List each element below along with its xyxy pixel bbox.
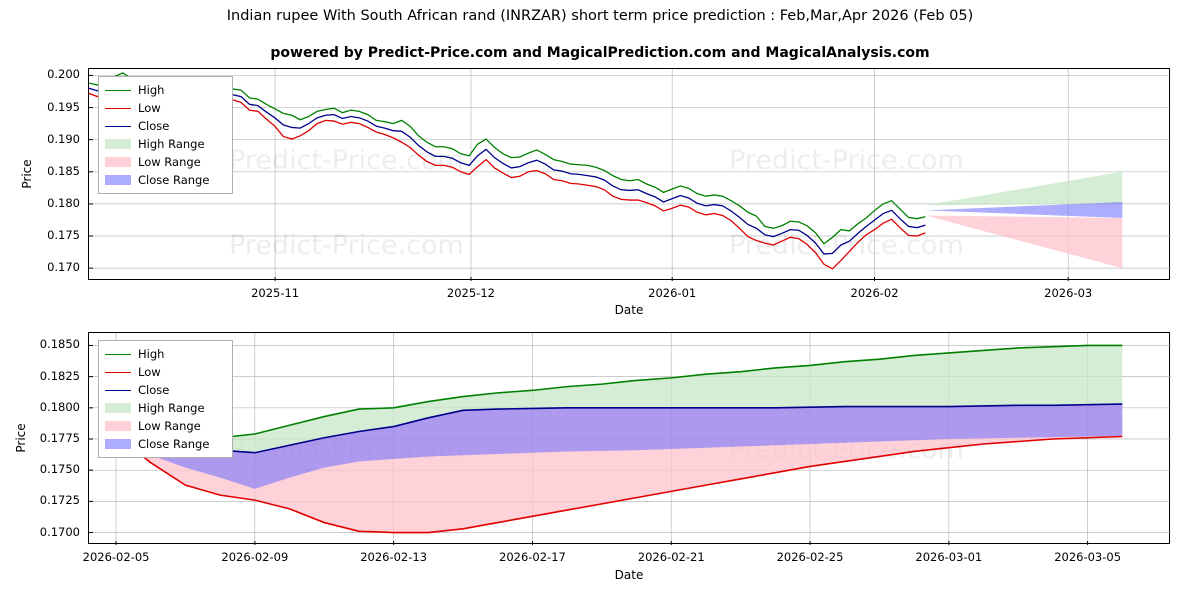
legend-item-high: High: [105, 345, 226, 363]
x-tick-label: 2026-01: [648, 286, 697, 300]
legend-band-swatch: [105, 139, 131, 149]
legend-item-close-range: Close Range: [105, 435, 226, 453]
x-tick-label: 2025-12: [446, 286, 495, 300]
legend-band-swatch: [105, 403, 131, 413]
x-tick-label: 2026-03: [1044, 286, 1093, 300]
x-tick-label: 2026-02: [850, 286, 899, 300]
legend-item-close: Close: [105, 381, 226, 399]
y-tick-label: 0.185: [47, 163, 80, 178]
y-tick-label: 0.190: [47, 131, 80, 146]
y-tick-label: 0.180: [47, 195, 80, 210]
x-tick-label: 2025-11: [251, 286, 300, 300]
legend-band-swatch: [105, 175, 131, 185]
legend-band-swatch: [105, 421, 131, 431]
y-tick-label: 0.1775: [39, 431, 80, 445]
legend-line-swatch: [105, 125, 131, 127]
y-tick-label: 0.200: [47, 67, 80, 82]
legend-label: High: [138, 347, 165, 361]
legend-item-low-range: Low Range: [105, 153, 226, 171]
legend-line-swatch: [105, 371, 131, 373]
page-subtitle: powered by Predict-Price.com and Magical…: [270, 45, 930, 61]
legend-line-swatch: [105, 107, 131, 109]
legend-label: Close Range: [138, 173, 210, 187]
bottom-legend: High Low Close High Range Low Range Close Ran…: [98, 340, 233, 458]
bottom-y-axis-label: Price: [14, 423, 28, 453]
legend-band-swatch: [105, 157, 131, 167]
y-tick-label: 0.1825: [39, 368, 80, 383]
x-tick-label: 2026-02-21: [637, 550, 705, 564]
legend-line-swatch: [105, 353, 131, 355]
legend-item-close-range: Close Range: [105, 171, 226, 189]
x-tick-label: 2026-02-17: [499, 550, 566, 564]
legend-item-high-range: High Range: [105, 399, 226, 417]
top-chart-panel: Predict-Price.com Predict-Price.com Predic…: [20, 67, 1171, 317]
top-y-axis-label: Price: [20, 159, 34, 189]
legend-label: Low Range: [138, 155, 201, 169]
y-tick-label: 0.175: [47, 228, 80, 243]
svg-text:Predict-Price.com: Predict-Price.com: [729, 145, 964, 176]
legend-item-low: Low: [105, 363, 226, 381]
legend-label: High Range: [138, 401, 205, 415]
legend-item-low: Low: [105, 99, 226, 117]
legend-item-low-range: Low Range: [105, 417, 226, 435]
y-tick-label: 0.1700: [39, 524, 80, 539]
legend-line-swatch: [105, 89, 131, 91]
x-tick-label: 2026-03-01: [915, 550, 983, 564]
y-tick-label: 0.1850: [39, 337, 80, 352]
y-tick-label: 0.1725: [39, 493, 80, 508]
top-x-axis-label: Date: [614, 303, 644, 317]
legend-item-close: Close: [105, 117, 226, 135]
legend-label: Close Range: [138, 437, 210, 451]
x-tick-label: 2026-03-05: [1054, 550, 1122, 564]
x-tick-label: 2026-02-09: [221, 550, 289, 564]
x-tick-label: 2026-02-13: [360, 550, 428, 564]
x-tick-label: 2026-02-05: [82, 550, 150, 564]
top-chart-svg: Predict-Price.com Predict-Price.com Predic…: [89, 69, 1171, 281]
legend-band-swatch: [105, 439, 131, 449]
legend-label: High: [138, 83, 165, 97]
legend-label: Low: [138, 101, 161, 115]
legend-label: High Range: [138, 137, 205, 151]
svg-text:Predict-Price.com: Predict-Price.com: [229, 230, 464, 261]
y-tick-label: 0.1800: [39, 399, 80, 414]
top-legend: High Low Close High Range Low Range Close Ran…: [98, 76, 233, 194]
y-tick-label: 0.195: [47, 99, 80, 114]
page-title: Indian rupee With South African rand (IN…: [226, 8, 974, 24]
bottom-x-axis-label: Date: [614, 568, 644, 582]
y-tick-label: 0.1750: [39, 462, 80, 477]
top-plot-area: [88, 68, 1170, 280]
x-tick-label: 2026-02-25: [776, 550, 844, 564]
svg-text:Predict-Price.com: Predict-Price.com: [229, 145, 464, 176]
legend-line-swatch: [105, 389, 131, 391]
legend-label: Close: [138, 119, 170, 133]
legend-item-high-range: High Range: [105, 135, 226, 153]
legend-label: Low: [138, 365, 161, 379]
legend-label: Close: [138, 383, 170, 397]
legend-item-high: High: [105, 81, 226, 99]
y-tick-label: 0.170: [47, 260, 80, 275]
legend-label: Low Range: [138, 419, 201, 433]
